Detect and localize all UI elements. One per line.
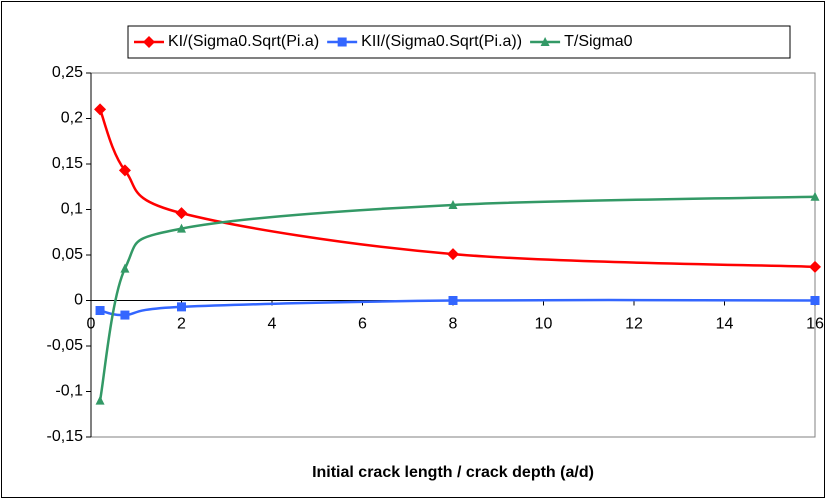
y-tick-label: 0,2 (61, 110, 83, 127)
marker (94, 103, 107, 116)
y-tick-label: 0,1 (61, 201, 83, 218)
x-tick-label: 14 (716, 316, 734, 333)
x-tick-label: 6 (358, 316, 367, 333)
marker (120, 310, 130, 320)
x-tick-label: 2 (177, 316, 186, 333)
y-tick-label: 0,15 (52, 155, 83, 172)
marker (810, 191, 820, 201)
y-tick-label: 0,25 (52, 64, 83, 81)
marker (177, 302, 186, 312)
x-tick-label: 16 (806, 316, 824, 333)
legend-box (127, 25, 791, 59)
marker (120, 263, 130, 273)
marker (118, 164, 131, 177)
marker (337, 37, 347, 47)
x-tick-label: 4 (268, 316, 277, 333)
marker (448, 199, 458, 209)
x-tick-label: 12 (625, 316, 643, 333)
marker (177, 223, 186, 233)
y-tick-label: -0,1 (55, 383, 83, 400)
y-tick-label: 0 (74, 292, 83, 309)
x-axis-label: Initial crack length / crack depth (a/d) (312, 464, 594, 481)
marker (810, 296, 820, 305)
x-tick-label: 8 (449, 316, 458, 333)
series-line (98, 195, 816, 401)
legend-label: T/Sigma0 (564, 33, 633, 50)
marker (175, 207, 188, 220)
y-tick-label: 0,05 (52, 246, 83, 263)
legend-label: KI/(Sigma0.Sqrt(Pi.a) (168, 33, 319, 50)
marker (95, 306, 105, 316)
x-tick-label: 0 (87, 316, 96, 333)
marker (143, 36, 155, 48)
y-tick-label: -0,15 (47, 428, 84, 445)
marker (447, 248, 459, 261)
marker (540, 37, 550, 46)
legend-label: KII/(Sigma0.Sqrt(Pi.a)) (361, 33, 522, 50)
y-tick-label: -0,05 (47, 337, 84, 354)
x-tick-label: 10 (535, 316, 553, 333)
marker (95, 395, 105, 405)
marker (448, 296, 458, 305)
marker (809, 260, 821, 273)
